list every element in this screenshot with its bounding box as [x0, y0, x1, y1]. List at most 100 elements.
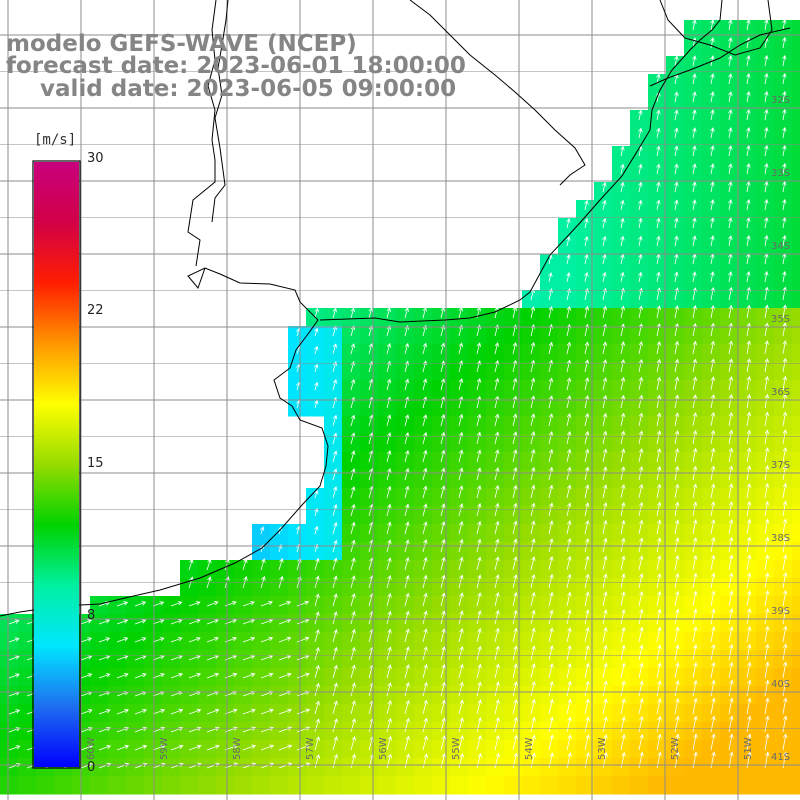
wind-cell: [144, 758, 163, 777]
wind-arrow: [548, 359, 554, 373]
wind-arrow: [584, 644, 590, 661]
wind-arrow: [692, 376, 698, 391]
wind-arrow: [242, 672, 256, 679]
wind-arrow: [278, 636, 292, 643]
wind-arrow: [620, 680, 626, 697]
wind-arrow: [638, 235, 643, 247]
wind-arrow: [764, 18, 769, 31]
wind-arrow: [728, 127, 733, 139]
wind-arrow: [674, 235, 679, 247]
wind-arrow: [764, 697, 770, 715]
wind-arrow: [332, 325, 338, 337]
wind-arrow: [188, 619, 201, 625]
wind-arrow: [512, 556, 518, 571]
wind-arrow: [728, 411, 734, 427]
wind-arrow: [710, 536, 716, 553]
wind-arrow: [80, 619, 92, 625]
wind-arrow: [476, 377, 482, 391]
wind-arrow: [692, 358, 698, 373]
wind-arrow: [170, 601, 183, 607]
wind-arrow: [692, 429, 698, 445]
wind-arrow: [440, 753, 446, 769]
wind-cell: [792, 56, 800, 75]
lon-label-56w: 56W: [378, 737, 389, 760]
wind-arrow: [602, 644, 608, 661]
wind-arrow: [656, 590, 662, 607]
title-forecast-date: forecast date: 2023-06-01 18:00:00: [6, 53, 466, 79]
wind-arrow: [710, 483, 716, 499]
wind-arrow: [476, 431, 482, 445]
wind-arrow: [386, 682, 392, 697]
wind-arrow: [530, 556, 536, 571]
wind-arrow: [638, 217, 643, 229]
wind-arrow: [674, 181, 679, 193]
wind-arrow: [512, 449, 518, 463]
wind-cell: [162, 614, 181, 633]
wind-arrow: [206, 619, 219, 625]
wind-arrow: [494, 395, 500, 409]
lat-label-35s: 35S: [771, 314, 791, 325]
wind-arrow: [656, 305, 661, 319]
wind-arrow: [404, 664, 410, 679]
wind-arrow: [782, 340, 787, 355]
wind-arrow: [494, 663, 500, 679]
wind-cell: [18, 650, 37, 669]
wind-arrow: [692, 19, 697, 31]
wind-cell: [0, 758, 19, 777]
wind-cell: [0, 650, 19, 669]
wind-arrow: [782, 697, 788, 715]
wind-arrow: [566, 645, 572, 661]
wind-arrow: [782, 429, 788, 445]
wind-arrow: [422, 449, 428, 463]
wind-arrow: [278, 600, 292, 607]
wind-arrow: [548, 734, 554, 751]
wind-arrow: [548, 377, 554, 391]
wind-arrow: [692, 73, 697, 85]
wind-arrow: [674, 145, 679, 157]
wind-cell: [288, 758, 307, 777]
wind-arrow: [746, 572, 752, 589]
wind-arrow: [674, 322, 680, 337]
wind-arrow: [728, 393, 734, 409]
wind-arrow: [764, 643, 770, 661]
wind-cell: [792, 362, 800, 381]
wind-cell: [792, 578, 800, 597]
wind-arrow: [764, 270, 769, 283]
wind-arrow: [512, 591, 518, 607]
wind-arrow: [386, 414, 392, 427]
wind-arrow: [638, 341, 644, 355]
wind-arrow: [242, 708, 256, 715]
wind-arrow: [782, 518, 788, 535]
wind-arrow: [458, 288, 463, 301]
wind-arrow: [656, 626, 662, 643]
wind-arrow: [584, 627, 590, 643]
wind-arrow: [746, 411, 752, 427]
wind-cell: [90, 686, 109, 705]
wind-arrow: [314, 289, 319, 301]
wind-arrow: [242, 558, 248, 571]
wind-arrow: [584, 199, 589, 211]
wind-arrow: [782, 18, 787, 31]
wind-arrow: [350, 521, 356, 535]
wind-arrow: [710, 127, 715, 139]
wind-cell: [126, 740, 145, 759]
wind-arrow: [764, 590, 770, 607]
wind-arrow: [602, 412, 608, 427]
wind-arrow: [386, 717, 392, 733]
wind-arrow: [170, 762, 184, 769]
wind-cell: [252, 596, 271, 615]
wind-cell: [180, 704, 199, 723]
wind-arrow: [692, 626, 698, 643]
wind-arrow: [404, 431, 410, 445]
wind-arrow: [188, 744, 202, 751]
wind-arrow: [476, 449, 482, 463]
lon-label-58w: 58W: [232, 737, 243, 760]
wind-arrow: [638, 127, 643, 139]
wind-arrow: [728, 271, 733, 283]
wind-arrow: [476, 342, 482, 355]
wind-arrow: [656, 217, 661, 229]
wind-arrow: [332, 521, 338, 535]
wind-arrow: [422, 735, 428, 751]
wind-arrow: [494, 592, 500, 607]
